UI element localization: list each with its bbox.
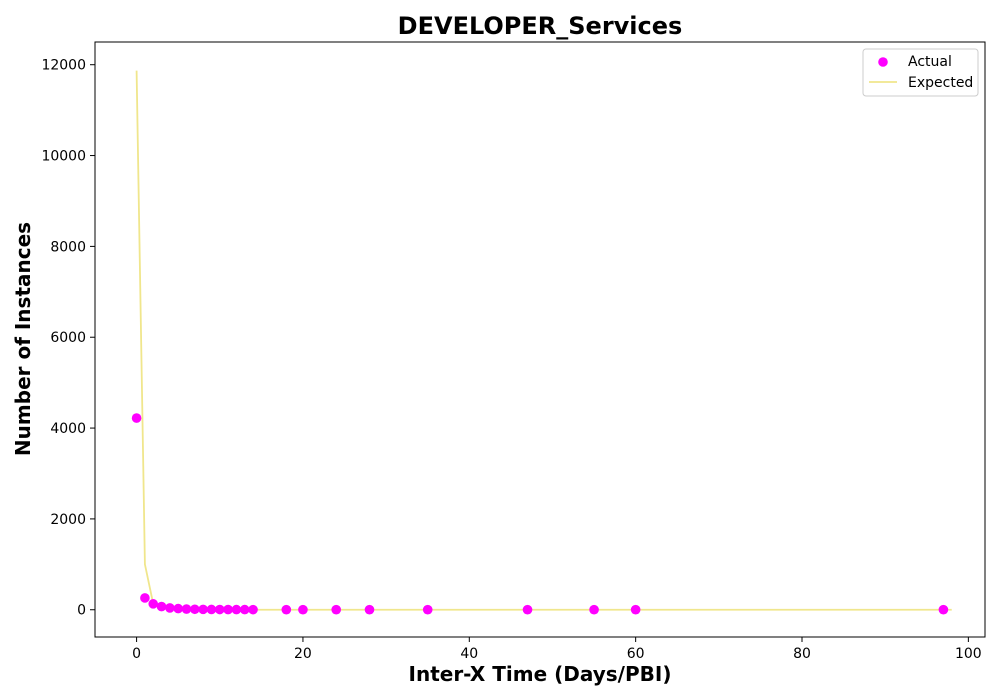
y-axis-label: Number of Instances [11, 222, 35, 456]
data-point-actual [938, 604, 949, 615]
data-point-actual [231, 604, 242, 615]
series-group [131, 70, 952, 615]
data-point-actual [156, 601, 167, 612]
y-tick-label: 6000 [50, 330, 86, 346]
axes: 0 20 40 60 80 100 0 2000 4000 6000 8000 10000 12000 [41, 41, 986, 662]
data-point-actual [298, 604, 308, 615]
data-point-actual [331, 604, 342, 615]
y-tick-label: 8000 [50, 239, 86, 255]
data-point-actual [173, 603, 183, 614]
data-point-actual [214, 604, 225, 615]
data-point-actual [223, 604, 233, 615]
data-point-actual [190, 604, 200, 615]
y-tick-label: 0 [77, 603, 86, 619]
x-tick-label: 80 [793, 646, 811, 662]
data-point-actual [630, 604, 641, 615]
chart-title: DEVELOPER_Services [398, 12, 683, 40]
data-point-actual [522, 604, 533, 615]
legend-box [862, 48, 979, 97]
y-tick-label: 10000 [41, 149, 86, 165]
data-point-actual [198, 604, 208, 615]
data-point-actual [131, 413, 142, 423]
legend-marker-actual [878, 57, 888, 67]
y-tick-label: 12000 [41, 58, 86, 74]
x-tick-label: 20 [294, 646, 312, 662]
y-tick-label: 2000 [50, 512, 86, 528]
axes-frame [94, 41, 986, 638]
x-tick-label: 40 [460, 646, 478, 662]
series-line-expected [135, 70, 952, 611]
x-axis-label: Inter-X Time (Days/PBI) [409, 662, 672, 686]
data-point-actual [248, 604, 258, 615]
data-point-actual [140, 593, 150, 603]
x-tick-label: 60 [627, 646, 645, 662]
data-point-actual [165, 603, 175, 613]
data-point-actual [364, 604, 375, 615]
data-point-actual [422, 604, 433, 615]
data-point-actual [148, 599, 159, 609]
y-tick-label: 4000 [50, 421, 86, 437]
legend-label-actual: Actual [908, 54, 952, 70]
data-point-actual [181, 604, 192, 614]
legend-label-expected: Expected [908, 75, 973, 91]
legend: Actual Expected [862, 48, 979, 97]
data-point-actual [239, 604, 250, 615]
data-point-actual [589, 604, 599, 615]
data-point-actual [206, 604, 217, 615]
plot-area [131, 70, 952, 615]
data-point-actual [281, 604, 292, 615]
x-tick-label: 0 [132, 646, 141, 662]
x-tick-label: 100 [955, 646, 982, 662]
